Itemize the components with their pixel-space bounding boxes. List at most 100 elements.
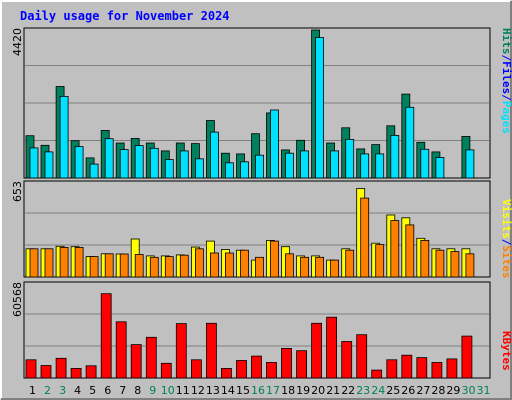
- sites-bar-day-15: [240, 249, 249, 278]
- day-label: 27: [416, 384, 430, 397]
- files-bar-day-2: [44, 151, 54, 179]
- svg-text:Visits/Sites: Visits/Sites: [500, 199, 512, 279]
- legend-pages: Pages: [500, 101, 512, 134]
- kbytes-bar-day-21: [326, 316, 338, 379]
- day-label: 4: [74, 384, 81, 397]
- kbytes-bar-day-18: [281, 347, 292, 379]
- sites-bar-day-26: [405, 224, 415, 278]
- kbytes-bar-day-2: [40, 365, 52, 379]
- visits-ymax-label: 653: [11, 181, 24, 202]
- kbytes-bar-day-14: [220, 367, 232, 379]
- sites-bar-day-30: [465, 253, 475, 278]
- legend-visits-sites: Visits/Sites: [500, 199, 512, 279]
- sites-bar-day-14: [224, 252, 234, 278]
- sites-bar-day-12: [194, 248, 204, 278]
- sites-bar-day-9: [149, 256, 159, 278]
- day-label: 15: [236, 384, 250, 397]
- kbytes-bar-day-3: [55, 357, 67, 379]
- day-label: 16: [251, 384, 265, 397]
- legend-hits-files-pages: Hits/Files/Pages: [500, 28, 512, 134]
- day-label: 10: [161, 384, 175, 397]
- files-bar-day-28: [435, 157, 445, 179]
- sites-bar-day-7: [119, 253, 129, 278]
- sites-bar-day-24: [375, 244, 385, 278]
- sites-bar-day-11: [179, 254, 189, 278]
- files-bar-day-18: [285, 152, 294, 179]
- sites-bar-day-19: [300, 256, 310, 278]
- kbytes-bar-day-12: [190, 359, 202, 379]
- kbytes-bar-day-29: [446, 358, 458, 379]
- kbytes-bar-day-27: [416, 357, 428, 379]
- kbytes-bar-day-26: [401, 354, 413, 379]
- files-bar-day-24: [375, 153, 385, 179]
- legend-separator: /: [500, 239, 512, 246]
- sites-bar-day-2: [44, 248, 54, 278]
- files-bar-day-22: [345, 138, 355, 179]
- day-label: 23: [356, 384, 370, 397]
- files-bar-day-16: [255, 154, 264, 179]
- hits-ymax-label: 4420: [11, 28, 24, 56]
- kbytes-bar-day-20: [311, 322, 323, 379]
- files-bar-day-14: [224, 162, 234, 179]
- files-bar-day-7: [119, 149, 129, 179]
- day-label: 14: [221, 384, 235, 397]
- day-label: 22: [341, 384, 355, 397]
- files-bar-day-26: [405, 106, 415, 179]
- day-label: 26: [401, 384, 415, 397]
- day-label: 11: [176, 384, 190, 397]
- sites-bar-day-17: [270, 240, 279, 278]
- svg-text:KBytes: KBytes: [500, 331, 512, 371]
- kbytes-bar-day-23: [356, 334, 368, 379]
- day-label: 3: [59, 384, 66, 397]
- sites-bar-day-6: [104, 253, 114, 278]
- day-label: 2: [44, 384, 51, 397]
- day-label: 20: [311, 384, 325, 397]
- files-bar-day-4: [74, 146, 84, 179]
- sites-bar-day-29: [450, 251, 460, 278]
- sites-bar-day-3: [59, 246, 69, 278]
- sites-bar-day-4: [74, 246, 84, 278]
- day-label: 31: [477, 384, 491, 397]
- legend-sites: Sites: [500, 245, 512, 278]
- legend-hits: Hits: [500, 28, 512, 55]
- files-bar-day-30: [465, 149, 475, 179]
- files-bar-day-23: [360, 153, 370, 179]
- kbytes-bar-day-28: [431, 362, 443, 379]
- day-label: 12: [191, 384, 205, 397]
- files-bar-day-19: [300, 150, 310, 179]
- sites-bar-day-18: [285, 253, 294, 278]
- sites-bar-day-20: [315, 256, 325, 278]
- kbytes-bar-day-5: [85, 365, 97, 379]
- day-label: 24: [371, 384, 385, 397]
- kbytes-bar-day-15: [236, 360, 247, 379]
- day-label: 7: [119, 384, 126, 397]
- kbytes-bar-day-9: [145, 336, 157, 379]
- legend-kbytes: KBytes: [500, 331, 512, 371]
- sites-bar-day-10: [164, 256, 174, 278]
- kbytes-bar-day-30: [461, 335, 473, 379]
- kbytes-bar-day-1: [25, 359, 37, 379]
- kbytes-bar-day-17: [266, 361, 277, 379]
- files-bar-day-11: [179, 150, 189, 179]
- kbytes-bar-day-24: [371, 369, 383, 379]
- day-label: 28: [431, 384, 445, 397]
- day-label: 25: [386, 384, 400, 397]
- kbytes-bar-day-25: [386, 359, 398, 379]
- kbytes-bar-day-6: [100, 293, 112, 379]
- day-label: 17: [266, 384, 280, 397]
- files-bar-day-12: [194, 158, 204, 179]
- day-label: 6: [104, 384, 111, 397]
- sites-bar-day-27: [420, 239, 430, 278]
- files-bar-day-20: [315, 37, 325, 179]
- legend-files: Files: [500, 61, 512, 94]
- day-label: 19: [296, 384, 310, 397]
- files-bar-day-21: [330, 150, 340, 179]
- kbytes-bar-day-7: [115, 321, 127, 379]
- files-bar-day-25: [390, 134, 400, 179]
- day-label: 18: [281, 384, 295, 397]
- sites-bar-day-28: [435, 249, 445, 278]
- legend-separator: /: [500, 94, 512, 101]
- day-labels: 1 2 3 4 5 6 7 8 9 10 11 12 13 14 15 16 17 18 19 20 21 22 23 24 2…: [29, 384, 491, 397]
